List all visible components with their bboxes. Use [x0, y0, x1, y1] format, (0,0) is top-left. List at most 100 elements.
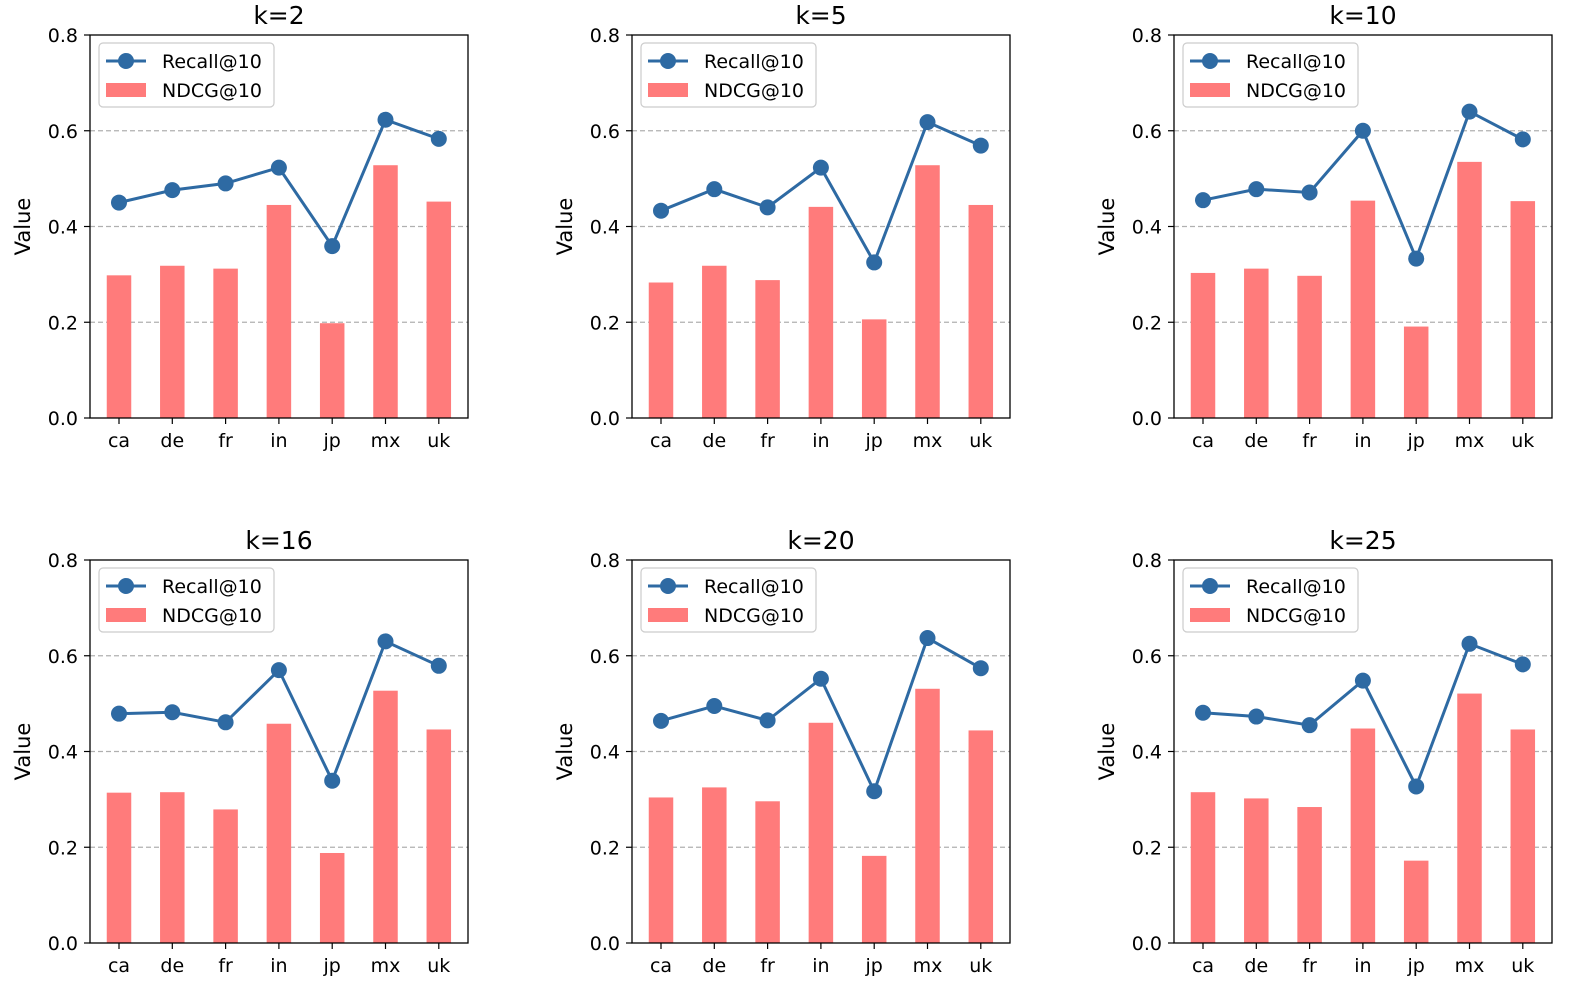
point-recall: [430, 657, 447, 674]
legend-label-ndcg: NDCG@10: [1246, 80, 1346, 102]
point-recall: [1408, 778, 1425, 795]
bar-ndcg: [213, 809, 238, 943]
bar-ndcg: [373, 165, 398, 418]
x-tick-label: de: [1244, 430, 1268, 452]
bar-ndcg: [1244, 798, 1269, 943]
bar-ndcg: [266, 723, 292, 943]
y-tick-label: 0.2: [1132, 312, 1162, 334]
chart-panel: k=20 0.0 0.2 0.4 0.6 0.8 ca de fr in jp mx uk Value Re…: [553, 526, 1011, 977]
bar-ndcg: [160, 265, 185, 418]
y-tick-label: 0.8: [1132, 25, 1162, 47]
point-recall: [270, 662, 287, 679]
x-tick-label: mx: [1455, 955, 1485, 977]
y-tick-label: 0.2: [590, 837, 620, 859]
bar-ndcg: [755, 801, 780, 943]
bar-ndcg: [373, 690, 398, 943]
point-recall: [1195, 192, 1211, 209]
bar-ndcg: [160, 792, 185, 943]
chart-title: k=2: [253, 1, 304, 30]
legend: Recall@10 NDCG@10: [98, 42, 275, 108]
y-tick-label: 0.4: [1132, 742, 1162, 764]
y-tick-label: 0.4: [590, 742, 620, 764]
x-tick-label: jp: [323, 430, 341, 452]
x-tick-label: ca: [650, 955, 672, 977]
point-recall: [111, 705, 127, 722]
chart-panel: k=16 0.0 0.2 0.4 0.6 0.8 ca de fr in jp mx uk Value Re…: [11, 526, 469, 977]
x-tick-label: de: [160, 955, 184, 977]
bar-ndcg: [319, 323, 345, 418]
y-tick-label: 0.8: [590, 25, 620, 47]
bar-ndcg: [968, 204, 994, 418]
legend: Recall@10 NDCG@10: [98, 567, 275, 633]
point-recall: [1354, 672, 1371, 689]
y-tick-label: 0.8: [590, 550, 620, 572]
point-recall: [164, 704, 181, 721]
x-tick-label: ca: [1192, 955, 1214, 977]
point-recall: [759, 199, 776, 216]
x-tick-label: fr: [760, 955, 775, 977]
bar-ndcg: [426, 729, 452, 943]
point-recall: [1514, 131, 1531, 148]
chart-title: k=16: [245, 526, 312, 555]
legend-marker-swatch: [1202, 53, 1218, 69]
legend: Recall@10 NDCG@10: [1182, 567, 1359, 633]
bar-ndcg: [106, 792, 132, 943]
legend-label-ndcg: NDCG@10: [1246, 605, 1346, 627]
legend-label-ndcg: NDCG@10: [162, 80, 262, 102]
y-tick-label: 0.6: [48, 646, 78, 668]
bar-ndcg: [702, 787, 727, 943]
point-recall: [812, 670, 829, 687]
bar-ndcg: [861, 855, 887, 943]
chart-title: k=10: [1329, 1, 1396, 30]
bar-ndcg: [755, 280, 780, 418]
x-tick-label: mx: [1455, 430, 1485, 452]
y-tick-label: 0.6: [1132, 121, 1162, 143]
legend-label-ndcg: NDCG@10: [162, 605, 262, 627]
point-recall: [217, 175, 234, 192]
point-recall: [324, 238, 341, 255]
y-tick-label: 0.2: [48, 312, 78, 334]
bar-ndcg: [1457, 161, 1482, 418]
x-tick-label: uk: [427, 430, 450, 452]
point-recall: [1354, 122, 1371, 139]
y-axis-label: Value: [553, 198, 577, 256]
bar-ndcg: [1403, 326, 1429, 418]
bar-ndcg: [808, 206, 834, 418]
y-tick-label: 0.0: [48, 408, 78, 430]
point-recall: [377, 111, 394, 128]
x-tick-label: jp: [865, 430, 883, 452]
x-tick-label: jp: [865, 955, 883, 977]
bar-ndcg: [915, 165, 940, 418]
legend-label-recall: Recall@10: [1246, 576, 1346, 598]
chart-panel: k=2 0.0 0.2 0.4 0.6 0.8 ca de fr in jp mx uk Value Rec…: [11, 1, 469, 452]
bar-ndcg: [213, 268, 238, 418]
x-tick-label: fr: [760, 430, 775, 452]
x-tick-label: ca: [108, 955, 130, 977]
x-tick-label: in: [812, 955, 829, 977]
x-tick-label: uk: [969, 430, 992, 452]
legend-label-recall: Recall@10: [1246, 51, 1346, 73]
bar-ndcg: [106, 275, 132, 418]
bar-ndcg: [861, 319, 887, 418]
x-tick-label: ca: [108, 430, 130, 452]
point-recall: [972, 660, 989, 677]
legend-bar-swatch: [1190, 608, 1230, 622]
chart-title: k=25: [1329, 526, 1396, 555]
x-tick-label: in: [1354, 430, 1371, 452]
y-axis-label: Value: [553, 723, 577, 781]
y-tick-label: 0.4: [1132, 217, 1162, 239]
point-recall: [1195, 704, 1211, 721]
point-recall: [1301, 717, 1318, 734]
point-recall: [1514, 656, 1531, 673]
y-tick-label: 0.4: [590, 217, 620, 239]
legend-label-recall: Recall@10: [162, 576, 262, 598]
legend: Recall@10 NDCG@10: [1182, 42, 1359, 108]
y-tick-label: 0.6: [590, 646, 620, 668]
legend: Recall@10 NDCG@10: [640, 42, 817, 108]
point-recall: [653, 202, 669, 219]
x-tick-label: jp: [1407, 430, 1425, 452]
bar-ndcg: [1457, 693, 1482, 943]
bar-ndcg: [319, 852, 345, 943]
legend-label-recall: Recall@10: [704, 51, 804, 73]
x-tick-label: uk: [1511, 430, 1534, 452]
